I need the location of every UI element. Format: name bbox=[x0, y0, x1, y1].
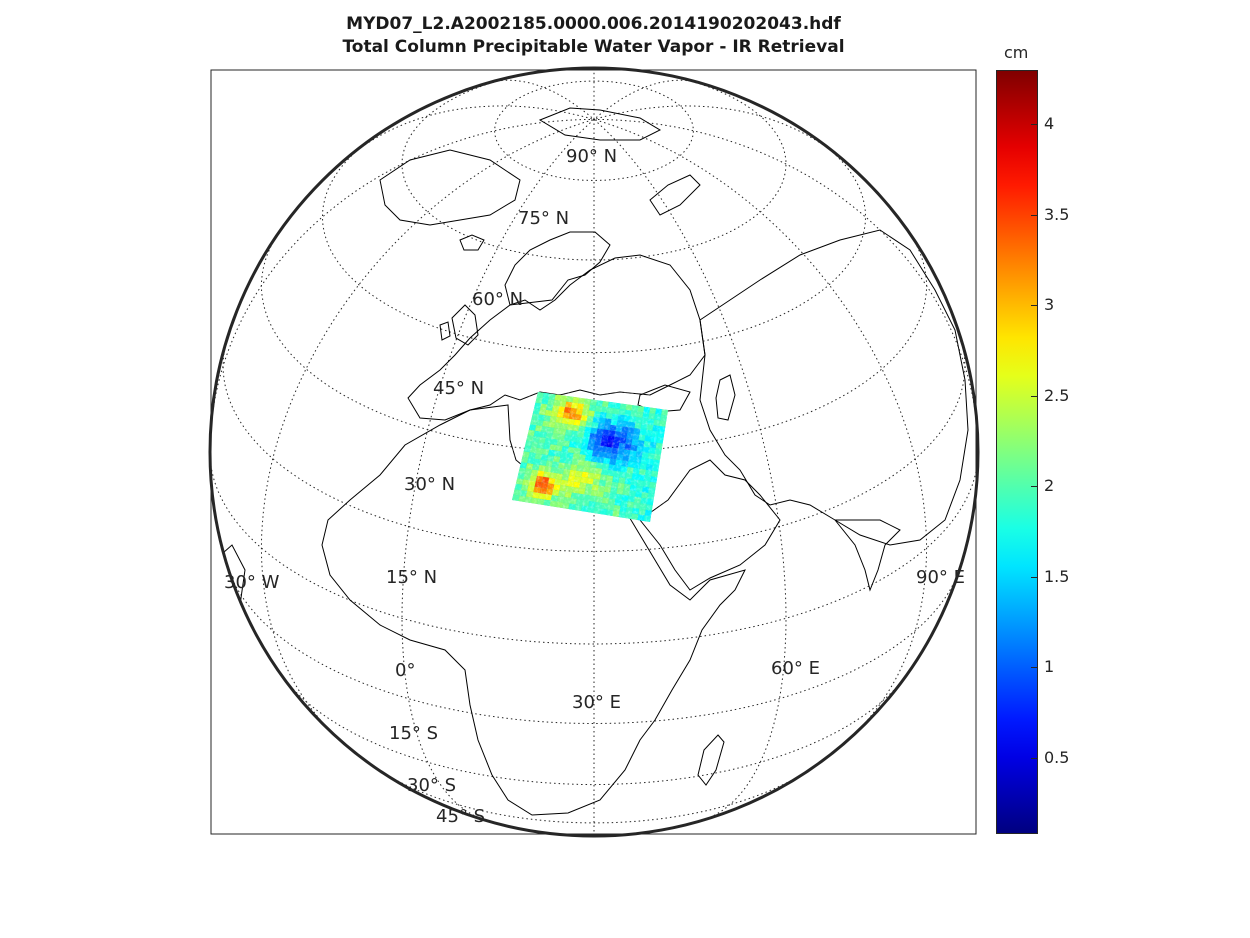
meridian-line bbox=[346, 105, 595, 159]
meridian-line bbox=[401, 119, 595, 822]
label-lat-45n: 45° N bbox=[433, 378, 484, 399]
globe-outline bbox=[208, 66, 980, 838]
map-title-line1: MYD07_L2.A2002185.0000.006.2014190202043… bbox=[346, 14, 841, 34]
label-lon-90e: 90° E bbox=[916, 567, 965, 588]
colorbar-tick-mark bbox=[1031, 486, 1037, 488]
madagascar-coastline bbox=[697, 734, 725, 786]
colorbar-unit: cm bbox=[1004, 43, 1029, 62]
colorbar-tick-label: 4 bbox=[1044, 114, 1055, 134]
label-lon-60e: 60° E bbox=[771, 658, 820, 679]
label-lat-30n: 30° N bbox=[404, 474, 455, 495]
iceland-coastline bbox=[459, 234, 485, 251]
black-sea-coastline bbox=[637, 384, 691, 413]
colorbar-tick-label: 3 bbox=[1044, 295, 1055, 315]
label-lat-90n: 90° N bbox=[566, 146, 617, 167]
colorbar-tick-mark bbox=[1031, 576, 1037, 578]
label-lat-75n: 75° N bbox=[518, 208, 569, 229]
colorbar-tick-label: 1.5 bbox=[1044, 566, 1070, 586]
arctic-islands-coastline bbox=[538, 107, 662, 141]
grid-labels: 90° N 75° N 60° N 45° N 30° N 15° N 0° 1… bbox=[224, 146, 965, 827]
colorbar-tick-mark bbox=[1031, 667, 1037, 669]
label-lat-0: 0° bbox=[395, 660, 415, 681]
caspian-coastline bbox=[715, 374, 736, 421]
parallel-line bbox=[222, 339, 966, 552]
label-lat-15s: 15° S bbox=[389, 723, 438, 744]
greenland-coastline bbox=[379, 149, 521, 226]
meridian-line bbox=[593, 105, 842, 159]
label-lon-30w: 30° W bbox=[224, 572, 280, 593]
arabia-coastline bbox=[639, 459, 781, 591]
scandinavia-coastline bbox=[504, 231, 611, 306]
meridian-line bbox=[593, 79, 696, 120]
label-lon-30e: 30° E bbox=[572, 692, 621, 713]
british-isles-coastline bbox=[451, 304, 479, 346]
asia-coastline bbox=[699, 229, 969, 546]
colorbar-tick-label: 1 bbox=[1044, 657, 1055, 677]
swath-speckle bbox=[512, 392, 668, 522]
water-vapor-swath bbox=[512, 392, 668, 522]
meridian-line bbox=[593, 118, 928, 740]
colorbar-gradient bbox=[997, 71, 1037, 833]
colorbar-tick-label: 2 bbox=[1044, 476, 1055, 496]
parallel-line bbox=[374, 766, 814, 824]
label-lat-15n: 15° N bbox=[386, 567, 437, 588]
map-title-line2: Total Column Precipitable Water Vapor - … bbox=[342, 37, 845, 57]
label-lat-45s: 45° S bbox=[436, 806, 485, 827]
meridian-line bbox=[593, 119, 787, 822]
novaya-zemlya-coastline bbox=[649, 174, 701, 216]
parallel-line bbox=[260, 234, 928, 453]
colorbar-tick-label: 2.5 bbox=[1044, 385, 1070, 405]
ireland-coastline bbox=[439, 321, 451, 341]
colorbar-tick-mark bbox=[1031, 124, 1037, 126]
colorbar-tick-mark bbox=[1031, 395, 1037, 397]
india-coastline bbox=[833, 519, 901, 592]
colorbar-tick-mark bbox=[1031, 757, 1037, 759]
meridian-line bbox=[492, 79, 595, 120]
label-lat-30s: 30° S bbox=[407, 775, 456, 796]
colorbar bbox=[996, 70, 1038, 834]
label-lat-60n: 60° N bbox=[472, 289, 523, 310]
colorbar-tick-mark bbox=[1031, 214, 1037, 216]
colorbar-tick-label: 0.5 bbox=[1044, 747, 1070, 767]
colorbar-tick-label: 3.5 bbox=[1044, 204, 1070, 224]
colorbar-tick-mark bbox=[1031, 305, 1037, 307]
meridian-line bbox=[260, 118, 595, 740]
